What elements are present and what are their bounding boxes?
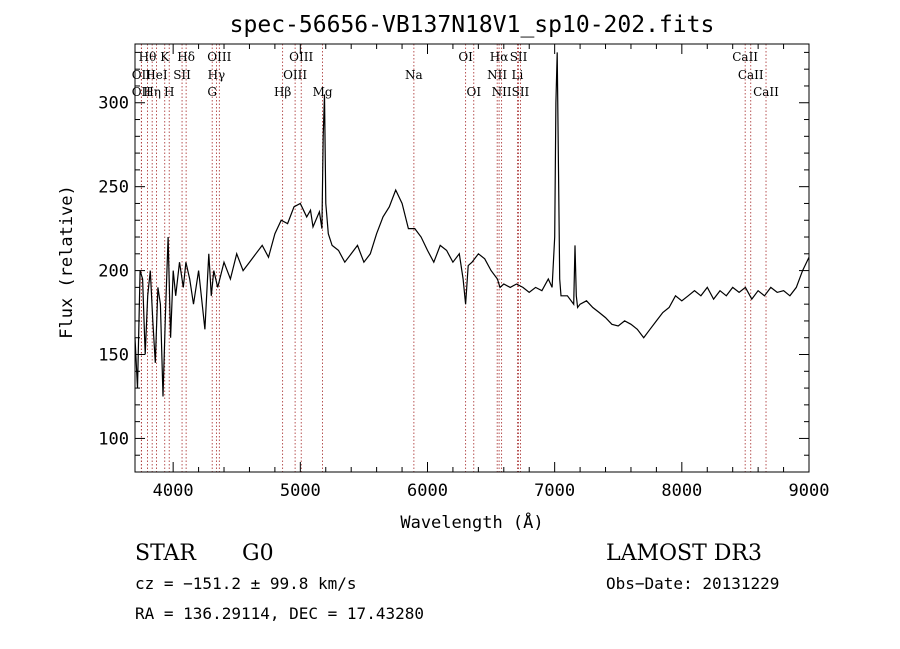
x-axis-label: Wavelength (Å) bbox=[400, 511, 543, 533]
y-tick-label: 300 bbox=[98, 94, 129, 114]
chart-title: spec-56656-VB137N18V1_sp10-202.fits bbox=[230, 12, 715, 38]
y-axis-ticks: 100 150 200 250 300 bbox=[98, 51, 809, 456]
line-label-16: Na bbox=[405, 68, 423, 82]
line-label-11: OIII bbox=[207, 50, 231, 64]
survey-name: LAMOST DR3 bbox=[606, 541, 762, 566]
line-label-22: Li bbox=[511, 68, 523, 82]
spectral-line-labels: OII OII Hθ Hη HeI K H SII Hδ G Hγ OIII Hβ OIII OIII Mg N… bbox=[132, 50, 779, 99]
x-tick-label: 5000 bbox=[280, 481, 321, 501]
x-tick-label: 4000 bbox=[153, 481, 194, 501]
line-label-3: Hη bbox=[143, 85, 161, 99]
line-label-20: Hα bbox=[490, 50, 509, 64]
line-label-27: CaII bbox=[753, 85, 779, 99]
line-label-5: K bbox=[160, 50, 170, 64]
line-label-15: Mg bbox=[313, 85, 333, 99]
obs-date: Obs−Date: 20131229 bbox=[606, 574, 779, 593]
flux-series-line bbox=[134, 52, 810, 397]
line-label-23: SII bbox=[510, 50, 528, 64]
spectral-line-markers bbox=[140, 44, 767, 472]
line-label-19: NII bbox=[487, 68, 507, 82]
line-label-9: G bbox=[207, 85, 217, 99]
line-label-8: Hδ bbox=[177, 50, 195, 64]
line-label-12: Hβ bbox=[274, 85, 291, 99]
x-tick-label: 7000 bbox=[534, 481, 575, 501]
line-label-10: Hγ bbox=[208, 68, 226, 82]
line-label-21: NII bbox=[492, 85, 512, 99]
y-tick-label: 150 bbox=[98, 346, 129, 366]
plot-frame bbox=[134, 43, 810, 473]
redshift-cz: cz = −151.2 ± 99.8 km/s bbox=[135, 574, 357, 593]
line-label-24: SII bbox=[512, 85, 530, 99]
coordinates: RA = 136.29114, DEC = 17.43280 bbox=[135, 604, 424, 623]
line-label-17: OI bbox=[458, 50, 473, 64]
line-label-2: Hθ bbox=[139, 50, 157, 64]
line-label-26: CaII bbox=[738, 68, 764, 82]
line-label-6: H bbox=[164, 85, 174, 99]
line-label-18: OI bbox=[466, 85, 481, 99]
x-tick-label: 8000 bbox=[661, 481, 702, 501]
x-tick-label: 6000 bbox=[407, 481, 448, 501]
line-label-0: OII bbox=[132, 68, 152, 82]
line-label-25: CaII bbox=[732, 50, 758, 64]
y-tick-label: 100 bbox=[98, 429, 129, 449]
y-axis-label: Flux (relative) bbox=[57, 185, 77, 339]
y-tick-label: 250 bbox=[98, 178, 129, 198]
y-tick-label: 200 bbox=[98, 262, 129, 282]
x-axis-ticks: 4000 5000 6000 7000 8000 9000 bbox=[153, 44, 830, 501]
x-tick-label: 9000 bbox=[789, 481, 830, 501]
object-subclass: G0 bbox=[242, 541, 274, 566]
line-label-7: SII bbox=[173, 68, 191, 82]
line-label-1: OII bbox=[132, 85, 152, 99]
line-label-14: OIII bbox=[289, 50, 313, 64]
line-label-13: OIII bbox=[283, 68, 307, 82]
line-label-4: HeI bbox=[145, 68, 168, 82]
object-class: STAR bbox=[135, 541, 197, 566]
